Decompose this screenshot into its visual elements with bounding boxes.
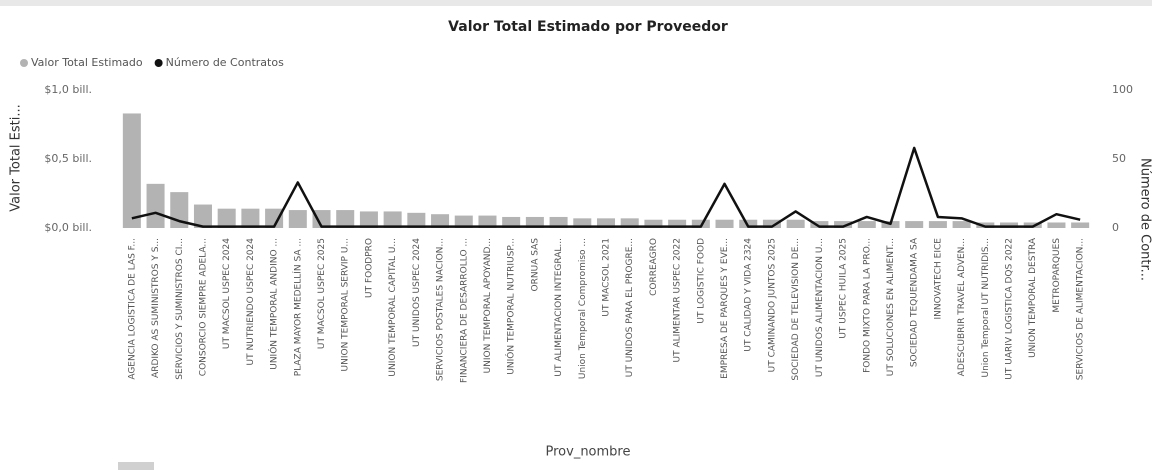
t: SERVICIOS POSTALES NACION...: [436, 238, 446, 381]
legend-label: Valor Total Estimado: [31, 56, 143, 69]
bar: [716, 220, 734, 228]
t: UNION TEMPORAL CAPITAL U...: [388, 238, 398, 377]
t: UT MACSOL 2021: [602, 238, 612, 317]
t: UNION TEMPORAL APOYAND...: [483, 238, 493, 373]
top-strip: [0, 0, 1152, 6]
t: SOCIEDAD DE TELEVISION DE...: [791, 238, 801, 381]
y-tick-label: $1,0 bill.: [44, 83, 92, 96]
t: AGENCIA LOGISTICA DE LAS F...: [127, 238, 137, 380]
legend-label: Número de Contratos: [166, 56, 284, 69]
t: UT FOODPRO: [364, 238, 374, 298]
bar: [1071, 222, 1089, 228]
t: UT USPEC HUILA 2025: [839, 238, 849, 339]
t: EMPRESA DE PARQUES Y EVE...: [720, 238, 730, 379]
t: ARDIKO AS SUMINISTROS Y S...: [151, 238, 161, 378]
t: UNIÓN TEMPORAL NUTRIUSP...: [505, 238, 517, 375]
bar: [953, 221, 971, 228]
t: FONDO MIXTO PARA LA PRO...: [862, 238, 872, 373]
bar: [289, 210, 307, 228]
t: SERVICIOS DE ALIMENTACION...: [1076, 238, 1086, 380]
t: SERVICIOS Y SUMINISTROS CI...: [175, 238, 185, 380]
x-axis-title: Prov_nombre: [546, 445, 631, 460]
t: Union Temporal UT NUTRIDIS...: [981, 238, 991, 377]
scrollbar[interactable]: [118, 462, 154, 470]
t: UT UNIDOS USPEC 2024: [412, 238, 422, 347]
t: FINANCIERA DE DESARROLLO ...: [459, 238, 469, 383]
bar: [858, 221, 876, 228]
t: METROPARQUES: [1052, 238, 1062, 313]
t: ORNUA SAS: [530, 238, 540, 292]
t: UT ALIMENTAR USPEC 2022: [673, 238, 683, 363]
bar: [905, 221, 923, 228]
t: UT ALIMENTACION INTEGRAL...: [554, 238, 564, 377]
t: UNION TEMPORAL SERVIP U...: [341, 238, 351, 371]
t: UT UARIV LOGISTICA DQS 2022: [1005, 238, 1015, 380]
bar: [929, 221, 947, 228]
t: UT CALIDAD Y VIDA 2324: [744, 238, 754, 352]
t: UT NUTRIENDO USPEC 2024: [246, 238, 256, 366]
legend-marker: [20, 59, 28, 67]
legend-marker: [155, 59, 163, 67]
y2-axis-title: Número de Contr...: [1138, 158, 1152, 281]
bar: [123, 113, 141, 228]
bar: [1047, 222, 1065, 228]
t: UT MACSOL USPEC 2025: [317, 238, 327, 349]
bar: [336, 210, 354, 228]
t: UT LOGISTIC FOOD: [696, 238, 706, 324]
t: SOCIEDAD TEQUENDAMA SA: [910, 237, 920, 367]
t: PLAZA MAYOR MEDELLÍN SA ...: [291, 238, 303, 376]
t: UT CAMINANDO JUNTOS 2025: [767, 238, 777, 372]
bar: [787, 220, 805, 228]
t: UT MACSOL USPEC 2024: [222, 238, 232, 349]
y2-tick-label: 50: [1112, 152, 1126, 165]
y-tick-label: $0,0 bill.: [44, 221, 92, 234]
bar: [241, 209, 259, 228]
y2-tick-label: 100: [1112, 83, 1133, 96]
bar: [147, 184, 165, 228]
t: INNOVATECH EICE: [933, 238, 943, 320]
t: UT UNIDOS PARA EL PROGRE...: [625, 238, 635, 377]
t: UNIÓN TEMPORAL ANDINO ...: [268, 238, 280, 370]
t: UNION TEMPORAL DESTRA: [1028, 237, 1038, 358]
chart-title: Valor Total Estimado por Proveedor: [448, 19, 728, 35]
t: ADESCUBRIR TRAVEL ADVEN...: [957, 238, 967, 376]
y-tick-label: $0,5 bill.: [44, 152, 92, 165]
t: CONSORCIO SIEMPRE ADELA...: [198, 238, 208, 376]
t: Union Temporal Compromiso ...: [578, 238, 588, 379]
bar: [218, 209, 236, 228]
y-axis-title: Valor Total Esti...: [9, 104, 24, 211]
t: UT UNIDOS ALIMENTACION U...: [815, 238, 825, 377]
t: CORREAGRO: [649, 238, 659, 296]
t: UT SOLUCIONES EN ALIMENT...: [886, 238, 896, 376]
y2-tick-label: 0: [1112, 221, 1119, 234]
